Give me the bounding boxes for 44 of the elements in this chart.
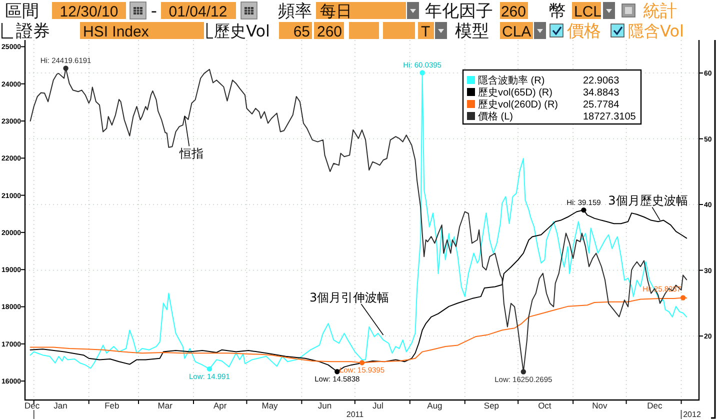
x-tick-label: Apr [213,400,227,410]
annotation: 22.9063 [583,76,620,86]
legend-label: 歷史vol(260D) (R) [478,98,558,110]
x-tick-label: Jan [54,400,68,410]
x-tick-label: Dec [24,400,40,410]
annotation: 65 [293,24,310,40]
annotation: 25.7784 [583,100,620,110]
x-tick-label: Oct [538,400,552,410]
text: 2012 [683,410,702,419]
x-tick-label: Dec [647,400,663,410]
x-tick-label: Feb [104,400,120,410]
annotation: T [421,24,430,40]
annotation: 證券 [16,22,50,42]
annotation: 18727.3105 [583,112,636,122]
x-tick-label: May [262,400,279,410]
text: - [150,2,158,22]
annotation: 模型 [455,22,489,42]
annotation: 3個月歷史波幅 [608,194,688,208]
text: 每日 [320,2,352,20]
text: 統計 [643,2,677,22]
annotation: 隱含Vol [628,22,684,40]
legend-label: 歷史vol(65D) (R) [478,86,552,98]
annotation: 260 [317,24,342,40]
text: 區間 [5,2,39,22]
x-tick-label: Jun [318,400,332,410]
annotation: 價格 [567,22,601,42]
x-tick-label: Nov [592,400,608,410]
x-tick-label: Mar [158,400,173,410]
x-tick-label: Aug [427,400,443,410]
text: 頻率 [278,2,312,22]
annotation: HSI Index [83,24,150,40]
text: 年化因子 [425,2,493,22]
annotation: 34.8843 [583,88,620,98]
text: 2011 [346,410,364,419]
annotation: 歷史Vol [214,22,270,40]
x-tick-label: Sep [484,400,500,410]
annotation: 3個月引伸波幅 [309,290,390,304]
x-tick-label: Jul [372,400,384,410]
legend-label: 價格 (L) [478,110,513,122]
text: 幣 [549,2,566,22]
text: 12/30/10 [60,4,118,20]
text: 01/04/12 [168,4,228,20]
annotation: 恒指 [178,146,204,161]
legend-label: 隱含波動率 (R) [478,74,545,86]
